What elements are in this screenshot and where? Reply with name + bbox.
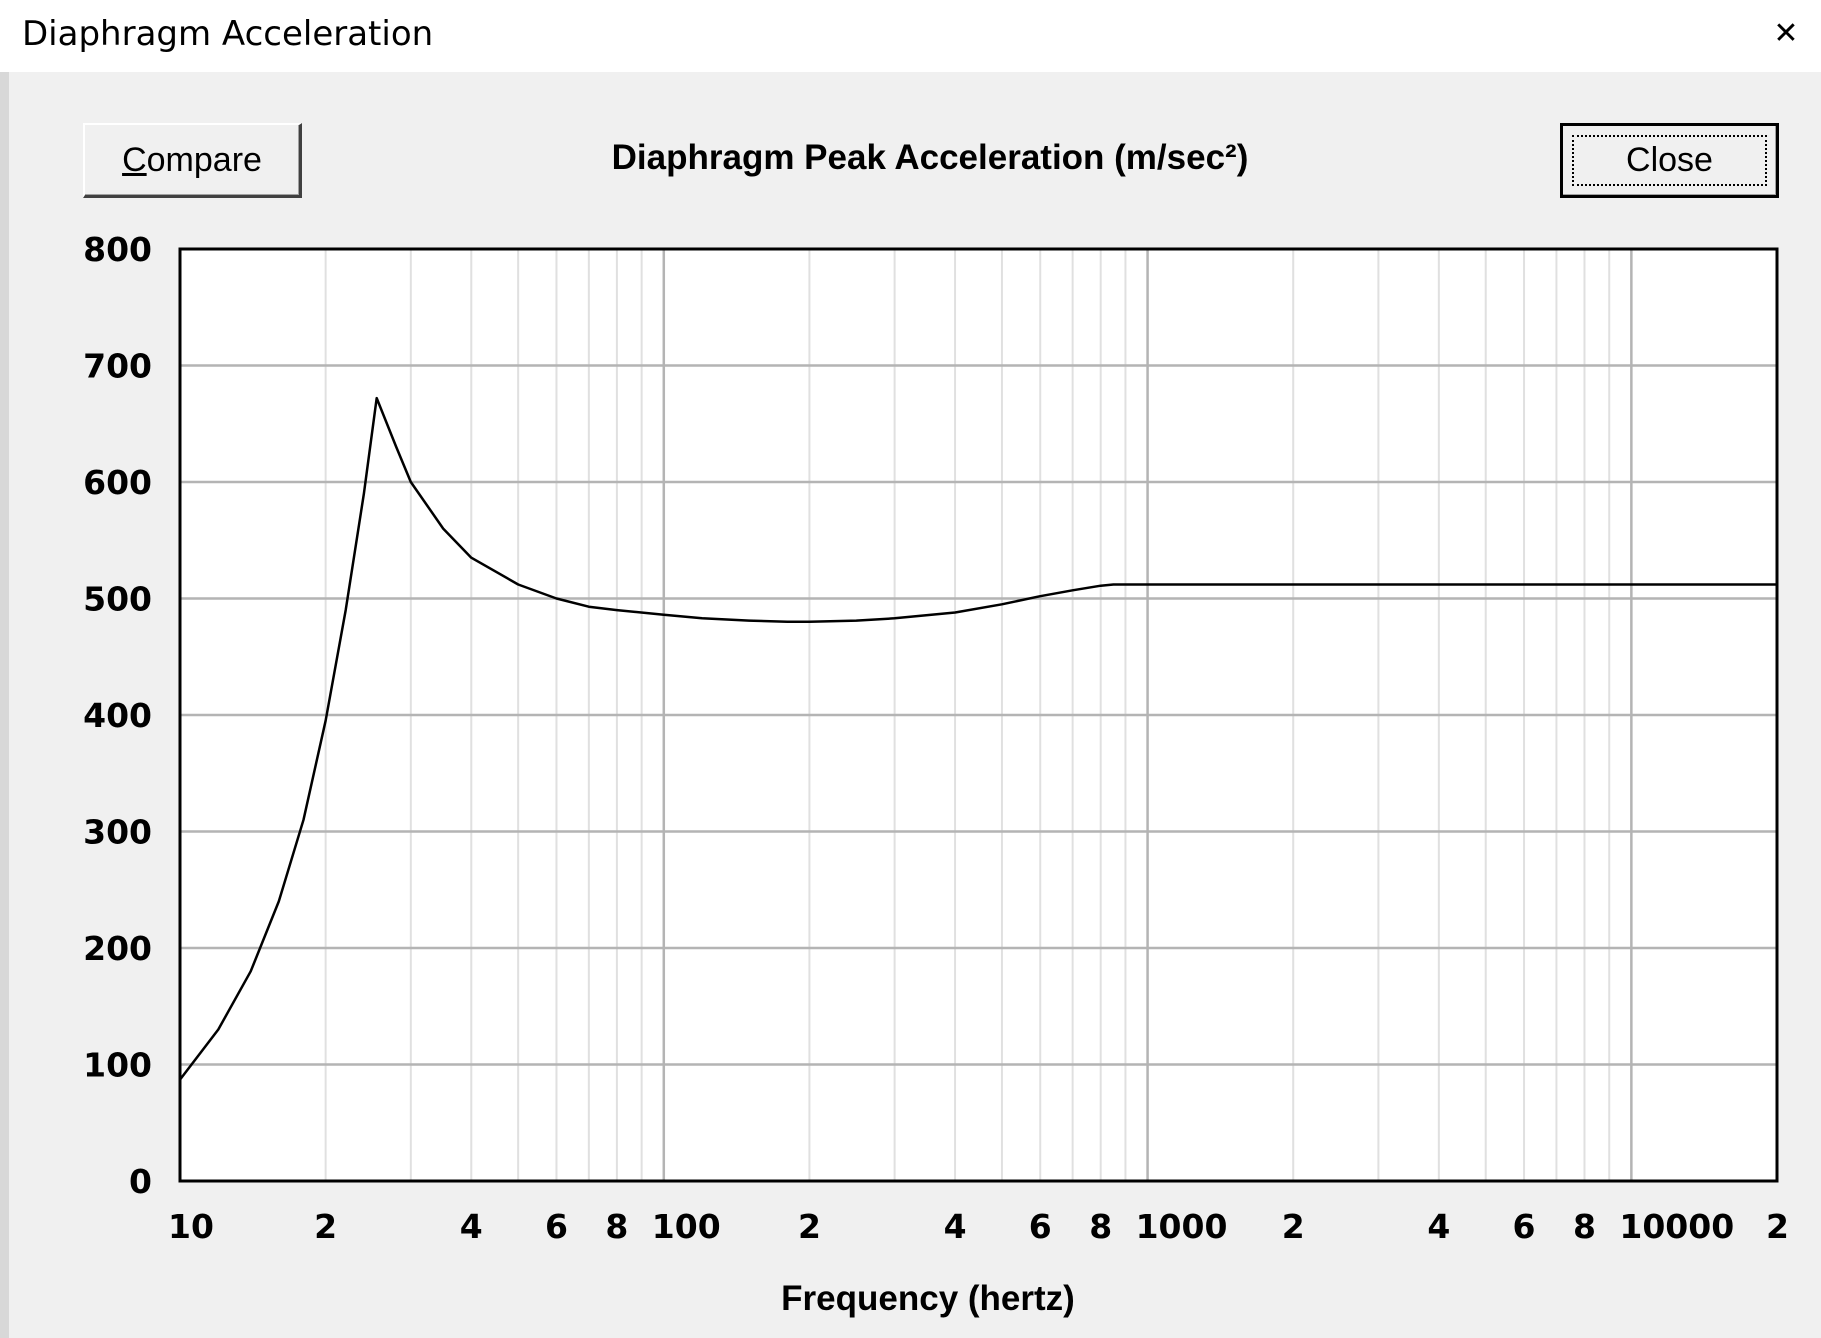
y-tick-label: 300 — [83, 813, 152, 852]
y-tick-labels: 0 100 200 300 400 500 600 700 800 — [83, 230, 152, 1201]
x-tick-labels: 10 2 4 6 8 100 2 4 6 8 1000 2 4 6 8 10000 2 — [168, 1207, 1789, 1246]
x-tick-label: 4 — [944, 1207, 967, 1246]
x-tick-label: 100 — [652, 1207, 721, 1246]
x-tick-label: 2 — [314, 1207, 337, 1246]
plot-frame — [178, 247, 1779, 1183]
x-tick-label: 4 — [460, 1207, 483, 1246]
x-tick-label: 1000 — [1136, 1207, 1228, 1246]
compare-label: Compare — [122, 140, 262, 179]
x-tick-label: 6 — [1513, 1207, 1536, 1246]
compare-button[interactable]: Compare — [83, 123, 302, 198]
window-edge — [0, 72, 9, 1338]
y-tick-label: 200 — [83, 929, 152, 968]
major-gridlines — [180, 249, 1777, 1181]
x-tick-label: 8 — [1573, 1207, 1596, 1246]
close-label: Close — [1626, 141, 1713, 179]
x-axis-title: Frequency (hertz) — [781, 1279, 1075, 1318]
y-tick-label: 0 — [129, 1162, 152, 1201]
y-tick-label: 600 — [83, 463, 152, 502]
series-line — [179, 396, 1777, 1081]
x-tick-label: 2 — [798, 1207, 821, 1246]
x-tick-label: 6 — [545, 1207, 568, 1246]
x-tick-label: 8 — [1089, 1207, 1112, 1246]
x-tick-label: 10000 — [1619, 1207, 1734, 1246]
x-tick-label: 4 — [1427, 1207, 1450, 1246]
x-tick-label: 2 — [1766, 1207, 1789, 1246]
title-bar: Diaphragm Acceleration ✕ — [0, 0, 1821, 72]
chart-title: Diaphragm Peak Acceleration (m/sec²) — [611, 138, 1249, 177]
series-group — [179, 396, 1777, 1081]
y-tick-label: 800 — [83, 230, 152, 269]
focus-rectangle — [1572, 135, 1767, 186]
close-icon[interactable]: ✕ — [1773, 15, 1799, 51]
x-tick-label: 8 — [605, 1207, 628, 1246]
close-button[interactable]: Close — [1560, 123, 1779, 198]
x-tick-label: 10 — [168, 1207, 214, 1246]
x-tick-label: 6 — [1029, 1207, 1052, 1246]
x-tick-label: 2 — [1282, 1207, 1305, 1246]
y-tick-label: 700 — [83, 347, 152, 386]
window-title: Diaphragm Acceleration — [22, 14, 434, 54]
y-tick-label: 100 — [83, 1046, 152, 1085]
y-tick-label: 500 — [83, 580, 152, 619]
y-tick-label: 400 — [83, 696, 152, 735]
